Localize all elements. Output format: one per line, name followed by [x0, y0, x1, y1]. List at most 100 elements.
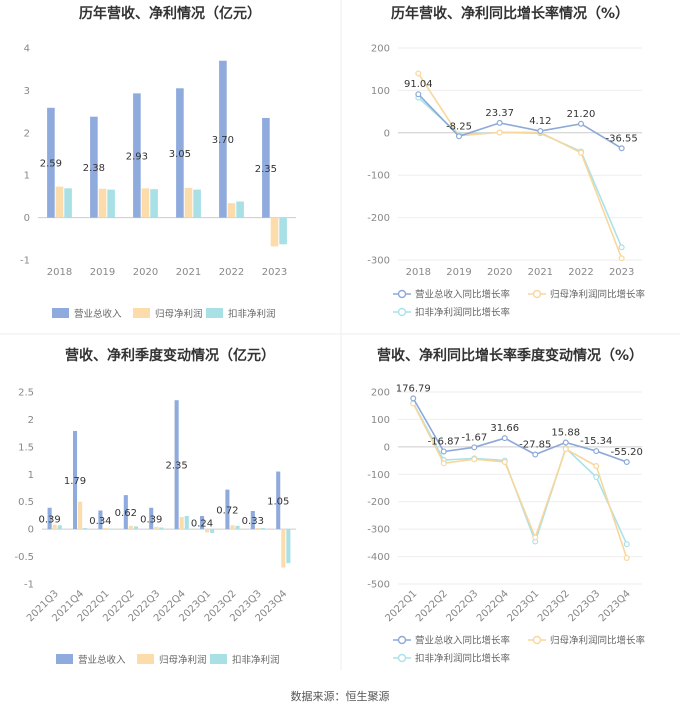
x-tick-label: 2023 — [262, 267, 287, 278]
data-label: 0.33 — [242, 516, 264, 527]
legend-marker — [397, 307, 407, 317]
bar-revenue — [219, 60, 227, 218]
bar-deducted-profit — [108, 528, 113, 530]
chart-quarterly-revenue-profit: 营收、净利季度变动情况（亿元）-1-0.500.511.522.52021Q32… — [14, 347, 296, 666]
legend-swatch — [137, 654, 154, 664]
legend-label: 营业总收入同比增长率 — [415, 635, 511, 647]
bar-revenue — [174, 400, 179, 530]
bar-net-profit — [154, 526, 159, 530]
bar-revenue — [250, 511, 255, 530]
series-line — [412, 402, 628, 545]
y-tick-label: 200 — [371, 44, 390, 55]
data-label: 3.70 — [212, 135, 234, 146]
x-tick-label: 2022Q4 — [475, 588, 511, 624]
legend-label: 归母净利润 — [155, 308, 203, 320]
data-label: 91.04 — [404, 79, 433, 90]
y-tick-label: -200 — [367, 497, 390, 508]
legend-label: 扣非净利润同比增长率 — [415, 307, 511, 319]
data-label: 3.05 — [169, 149, 191, 160]
y-tick-label: -1 — [24, 580, 34, 591]
y-tick-label: 4 — [24, 44, 30, 55]
data-point — [440, 460, 447, 467]
data-point — [410, 395, 417, 402]
data-point — [593, 463, 600, 470]
bar-net-profit — [179, 517, 184, 530]
y-tick-label: 200 — [371, 388, 390, 399]
data-point — [496, 129, 503, 136]
y-tick-label: 1 — [28, 470, 34, 481]
y-tick-label: -1 — [20, 256, 30, 267]
x-tick-label: 2019 — [446, 267, 471, 278]
data-label: -55.20 — [611, 447, 643, 458]
legend-marker — [397, 289, 407, 299]
data-point — [471, 456, 478, 463]
legend-swatch — [56, 654, 73, 664]
bar-net-profit — [98, 188, 107, 218]
bar-deducted-profit — [193, 189, 201, 218]
bar-net-profit — [230, 525, 235, 530]
y-tick-label: -400 — [367, 552, 390, 563]
data-label: 1.05 — [267, 496, 289, 507]
data-label: -15.34 — [580, 436, 612, 447]
data-label: 2.93 — [126, 151, 148, 162]
bar-revenue — [98, 510, 103, 530]
data-label: 2.35 — [165, 461, 187, 472]
legend-swatch — [133, 308, 150, 318]
bar-revenue — [72, 430, 78, 530]
bar-deducted-profit — [133, 526, 139, 530]
x-tick-label: 2020 — [133, 267, 158, 278]
bar-revenue — [90, 116, 98, 218]
x-tick-label: 2021 — [528, 267, 553, 278]
data-point — [562, 439, 569, 446]
legend-marker — [397, 635, 407, 645]
chart-annual-revenue-profit: 历年营收、净利情况（亿元） -1 0 1 2 3 4 2018 2019 2020 2021 2022… — [20, 5, 296, 320]
chart-annual-growth-rate: 历年营收、净利同比增长率情况（%） -300 -200 -100 0 100 200 2018… — [367, 5, 645, 319]
y-tick-label: 0 — [24, 213, 30, 224]
legend-label: 扣非净利润同比增长率 — [415, 653, 511, 665]
data-point — [496, 119, 503, 126]
data-label: 2.59 — [40, 159, 62, 170]
bar-deducted-profit — [107, 189, 115, 218]
bar-net-profit — [270, 217, 279, 247]
x-tick-label: 2022Q1 — [384, 588, 420, 624]
data-point — [623, 541, 630, 548]
legend-marker — [532, 635, 542, 645]
y-tick-label: -300 — [367, 256, 390, 267]
x-tick-label: 2018 — [47, 267, 72, 278]
bar-net-profit — [141, 188, 150, 218]
data-point — [415, 70, 422, 77]
chart-quarterly-growth-rate: 营收、净利同比增长率季度变动情况（%） -500 -400 -300 -200 -100 0… — [367, 347, 645, 665]
y-tick-label: 0 — [384, 442, 390, 453]
bar-deducted-profit — [57, 525, 62, 530]
data-label: 0.34 — [89, 516, 111, 527]
bar-revenue — [176, 88, 184, 218]
data-label: 176.79 — [396, 383, 431, 394]
y-tick-label: 1.5 — [18, 442, 34, 453]
bar-net-profit — [78, 501, 83, 530]
y-tick-label: 0.5 — [18, 497, 34, 508]
data-point — [593, 474, 600, 481]
y-tick-label: -200 — [367, 213, 390, 224]
x-tick-label: 2018 — [406, 267, 431, 278]
bar-deducted-profit — [279, 217, 287, 245]
data-label: 4.12 — [529, 116, 551, 127]
legend-label: 归母净利润同比增长率 — [550, 289, 646, 301]
x-tick-label: 2023Q4 — [597, 588, 633, 624]
data-point — [562, 446, 569, 453]
bar-net-profit — [52, 524, 57, 530]
legend-label: 扣非净利润 — [228, 308, 276, 320]
y-tick-label: 1 — [24, 171, 30, 182]
data-point — [471, 444, 478, 451]
y-tick-label: 0 — [384, 128, 390, 139]
bar-net-profit — [205, 529, 210, 533]
legend-label: 扣非净利润 — [232, 654, 280, 666]
y-tick-label: -300 — [367, 525, 390, 536]
x-tick-label: 2022Q2 — [414, 588, 450, 624]
data-point — [537, 128, 544, 135]
data-label: -16.87 — [428, 436, 460, 447]
y-tick-label: -500 — [367, 580, 390, 591]
series-line — [412, 397, 628, 463]
data-point — [577, 120, 584, 127]
